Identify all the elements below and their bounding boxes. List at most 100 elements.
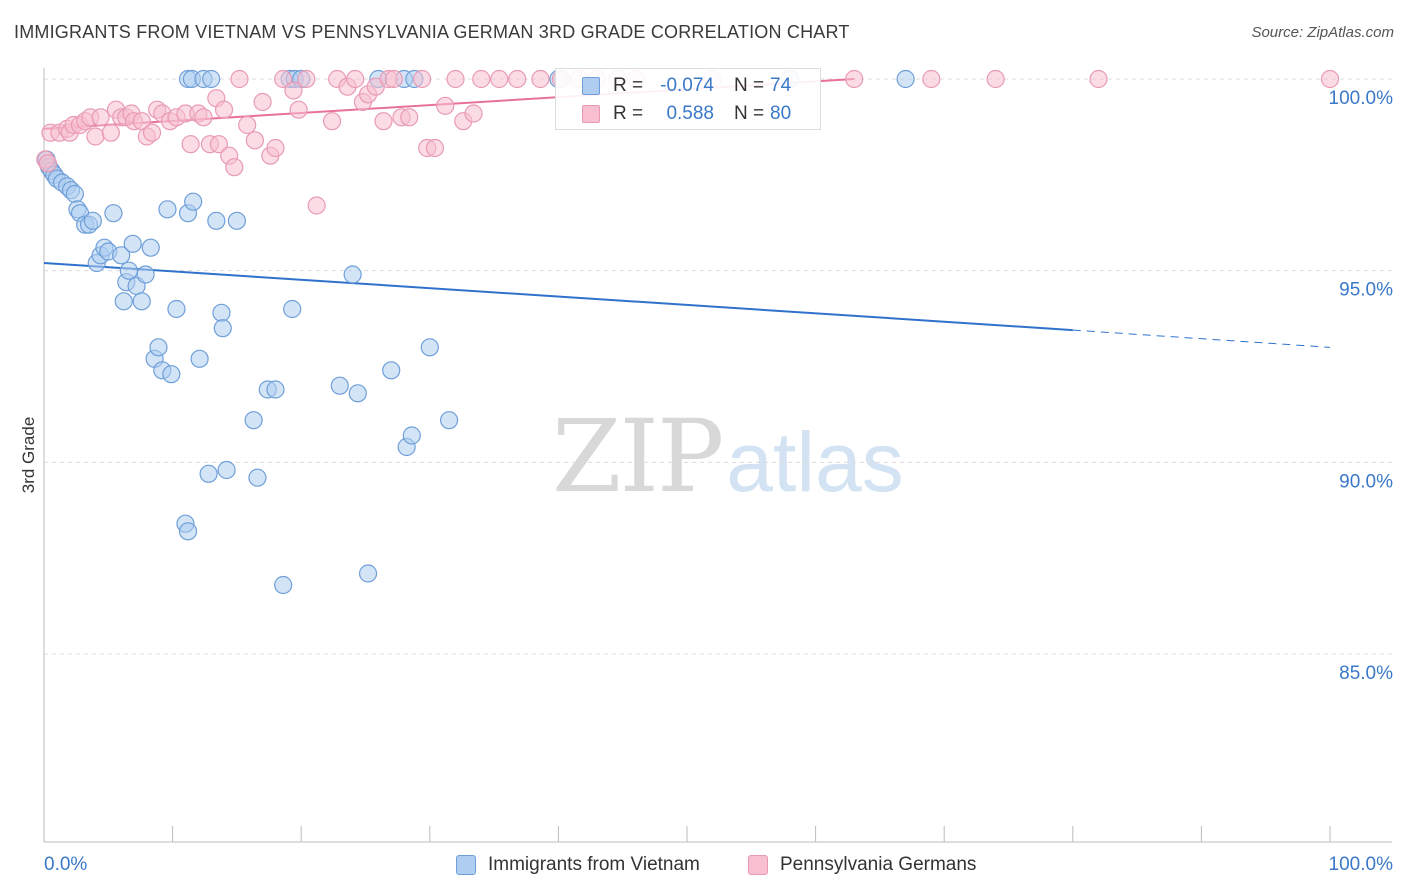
point-pa-germans [91,108,110,127]
point-pa-germans [38,154,57,173]
point-vietnam [213,319,232,338]
grid-layer [44,78,1392,655]
point-pa-germans [101,123,120,142]
point-pa-germans [531,69,550,89]
point-vietnam [202,69,221,89]
point-pa-germans [297,69,316,89]
point-vietnam [348,384,367,403]
point-pa-germans [464,104,483,123]
point-vietnam [343,265,362,284]
point-vietnam [123,234,142,253]
point-vietnam [167,299,186,319]
point-pa-germans [194,108,213,127]
point-vietnam [207,211,226,230]
legend-swatch-blue [456,855,476,875]
chart-title: IMMIGRANTS FROM VIETNAM VS PENNSYLVANIA … [14,22,850,42]
point-vietnam [178,522,198,541]
point-vietnam [162,365,181,384]
point-pa-germans [289,100,308,119]
point-vietnam [199,464,218,483]
legend-r-value: 0.588 [666,103,714,124]
legend-r-label: R = [613,75,644,96]
axes-layer [43,68,1392,843]
point-pa-germans [446,69,465,89]
point-pa-germans [1089,69,1108,89]
point-pa-germans [346,69,365,89]
x-tick-label: 0.0% [44,854,87,875]
y-tick-label: 85.0% [1339,663,1393,684]
legend-n-value: 74 [770,75,792,96]
point-pa-germans [1320,69,1340,89]
trend-line-vietnam [43,262,1073,332]
point-pa-germans [307,196,326,215]
point-vietnam [439,411,459,430]
point-vietnam [149,338,168,357]
point-pa-germans [253,92,272,112]
point-pa-germans [436,96,455,115]
point-vietnam [266,380,285,399]
legend-n-label: N = [734,103,765,124]
trend-extension-vietnam [1072,329,1331,348]
y-axis-label: 3rd Grade [19,417,38,494]
point-pa-germans [225,158,244,177]
point-vietnam [330,376,349,395]
point-pa-germans [845,69,864,89]
point-vietnam [227,211,246,230]
point-pa-germans [274,69,293,89]
point-vietnam [112,246,131,265]
point-vietnam [382,361,401,380]
point-vietnam [83,211,102,230]
points-layer [36,69,1340,595]
point-vietnam [65,184,84,204]
legend-row-vietnam: R = -0.074 N = 74 [556,72,820,100]
point-vietnam [136,265,155,284]
legend-n-label: N = [734,75,765,96]
point-pa-germans [374,112,393,131]
point-vietnam [141,238,160,257]
point-pa-germans [142,123,162,142]
point-pa-germans [425,138,445,158]
point-vietnam [212,303,231,322]
legend-label-vietnam: Immigrants from Vietnam [488,854,700,875]
point-vietnam [358,564,378,583]
legend-row-pa-germans: R = 0.588 N = 80 [556,100,820,128]
point-pa-germans [412,69,432,89]
point-pa-germans [400,108,419,127]
point-pa-germans [238,115,257,135]
y-tick-label: 90.0% [1339,471,1393,492]
point-vietnam [248,468,267,487]
legend-swatch-blue [582,77,600,95]
legend-n-value: 80 [770,103,792,124]
point-pa-germans [508,69,527,89]
point-pa-germans [181,135,200,154]
legend-r-value: -0.074 [660,75,714,96]
legend-swatch-pink [582,105,600,123]
legend-label-pa-germans: Pennsylvania Germans [780,854,977,875]
point-vietnam [190,349,209,368]
point-pa-germans [209,135,228,154]
point-vietnam [104,204,123,223]
point-pa-germans [284,81,303,100]
point-vietnam [114,292,133,311]
x-tick-label: 100.0% [1329,854,1394,875]
point-pa-germans [230,69,249,89]
legend-r-label: R = [613,103,644,124]
point-vietnam [217,460,236,480]
point-pa-germans [384,69,403,89]
point-pa-germans [472,69,491,89]
point-vietnam [402,426,421,445]
point-pa-germans [490,69,509,89]
source-credit: Source: ZipAtlas.com [1251,24,1394,41]
series-legend: Immigrants from Vietnam Pennsylvania Ger… [0,852,1406,878]
point-pa-germans [214,100,234,119]
point-pa-germans [986,69,1005,89]
y-tick-label: 100.0% [1329,88,1394,109]
point-vietnam [132,292,151,311]
correlation-legend: R = -0.074 N = 74 R = 0.588 N = 80 [555,68,821,130]
point-pa-germans [922,69,941,89]
point-vietnam [244,411,263,430]
point-vietnam [158,200,177,219]
point-pa-germans [322,112,342,131]
point-vietnam [896,69,915,89]
